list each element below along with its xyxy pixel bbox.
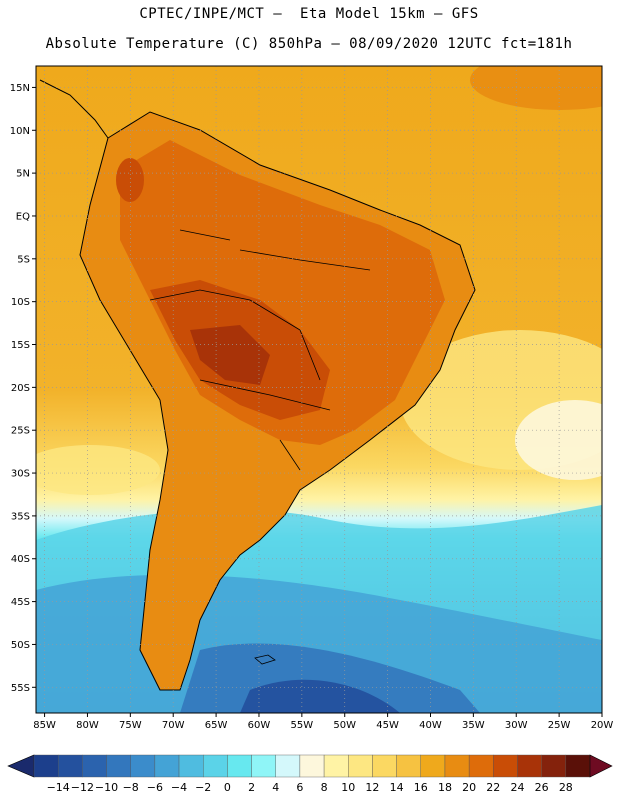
colorbar-swatch <box>82 754 107 778</box>
lon-tick-label: 85W <box>33 720 56 731</box>
lat-tick-label: 5S <box>17 254 30 265</box>
colorbar-swatch <box>444 754 470 778</box>
colorbar-swatch <box>130 754 156 778</box>
colorbar-swatch <box>251 754 276 778</box>
lat-tick-label: 10S <box>11 297 30 308</box>
colorbar-label: 6 <box>296 781 303 794</box>
colorbar-label: 26 <box>535 781 549 794</box>
colorbar-label: 28 <box>559 781 573 794</box>
colorbar-label: 16 <box>414 781 428 794</box>
colorbar-swatch <box>541 754 567 778</box>
lon-tick-label: 35W <box>462 720 485 731</box>
colorbar-label: 2 <box>248 781 255 794</box>
colorbar-swatch <box>493 754 518 778</box>
colorbar-label: 20 <box>462 781 476 794</box>
colorbar-swatch <box>372 754 397 778</box>
lat-tick-label: 35S <box>11 511 30 522</box>
colorbar-swatch <box>565 754 591 778</box>
map-title-line-2: Absolute Temperature (C) 850hPa – 08/09/… <box>45 36 573 52</box>
colorbar-swatch <box>154 754 180 778</box>
colorbar-swatch <box>203 754 228 778</box>
colorbar-label: 8 <box>321 781 328 794</box>
colorbar-label: 0 <box>224 781 231 794</box>
lon-tick-label: 80W <box>76 720 99 731</box>
longitude-tick-labels: 85W 80W 75W 70W 65W 60W 55W 50W 45W 40W 35W 30W 25W 2… <box>33 713 613 731</box>
colorbar-swatch <box>57 754 83 778</box>
colorbar-label: −6 <box>147 781 163 794</box>
lon-tick-label: 25W <box>548 720 571 731</box>
lat-tick-label: 55S <box>11 683 30 694</box>
colorbar-label: −2 <box>195 781 211 794</box>
lat-tick-label: 25S <box>11 426 30 437</box>
latitude-tick-labels: 15N 10N 5N EQ 5S 10S 15S 20S 25S 30S 35S 40S 45S 50S 5… <box>10 83 36 694</box>
colorbar-swatch <box>178 754 204 778</box>
colorbar-label: −10 <box>95 781 118 794</box>
lat-tick-label: 20S <box>11 383 30 394</box>
colorbar-swatch <box>299 754 325 778</box>
colorbar-swatch <box>468 754 494 778</box>
colorbar-swatch <box>420 754 446 778</box>
colorbar-label: 18 <box>438 781 452 794</box>
temperature-field <box>36 66 602 713</box>
lon-tick-label: 70W <box>162 720 185 731</box>
colorbar-swatch <box>33 754 59 778</box>
lat-tick-label: 30S <box>11 469 30 480</box>
lon-tick-label: 40W <box>419 720 442 731</box>
lat-tick-label: EQ <box>16 211 30 222</box>
colorbar-label: 4 <box>272 781 279 794</box>
colorbar-swatch <box>275 754 301 778</box>
colorbar-label: 14 <box>390 781 404 794</box>
lon-tick-label: 65W <box>205 720 228 731</box>
colorbar: −14 −12 −10 −8 −6 −4 −2 0 2 4 6 8 10 12 14 16 18 20 22 24 26… <box>7 754 613 794</box>
lon-tick-label: 30W <box>505 720 528 731</box>
lat-tick-label: 10N <box>10 126 30 137</box>
colorbar-swatch <box>106 754 131 778</box>
lon-tick-label: 75W <box>119 720 142 731</box>
lat-tick-label: 45S <box>11 597 30 608</box>
lon-tick-label: 45W <box>376 720 399 731</box>
colorbar-swatch <box>323 754 349 778</box>
map-frame <box>35 65 603 714</box>
lat-tick-label: 5N <box>16 169 30 180</box>
lat-tick-label: 50S <box>11 640 30 651</box>
lon-tick-label: 20W <box>591 720 614 731</box>
colorbar-label: 10 <box>341 781 355 794</box>
colorbar-swatch <box>517 754 542 778</box>
colorbar-label: −8 <box>123 781 139 794</box>
lon-tick-label: 55W <box>291 720 314 731</box>
lat-tick-label: 40S <box>11 554 30 565</box>
colorbar-label: 22 <box>486 781 500 794</box>
map-title-line-1: CPTEC/INPE/MCT – Eta Model 15km – GFS <box>139 6 479 22</box>
colorbar-left-arrow <box>7 754 35 778</box>
colorbar-label: −12 <box>71 781 94 794</box>
lat-tick-label: 15N <box>10 83 30 94</box>
colorbar-label: 12 <box>365 781 379 794</box>
colorbar-label: 24 <box>510 781 524 794</box>
colorbar-swatch <box>227 754 252 778</box>
colorbar-right-arrow <box>589 754 613 778</box>
colorbar-swatch <box>396 754 421 778</box>
colorbar-swatch <box>348 754 373 778</box>
colorbar-label: −14 <box>47 781 70 794</box>
lon-tick-label: 60W <box>248 720 271 731</box>
colorbar-label: −4 <box>171 781 187 794</box>
lon-tick-label: 50W <box>333 720 356 731</box>
lat-tick-label: 15S <box>11 340 30 351</box>
